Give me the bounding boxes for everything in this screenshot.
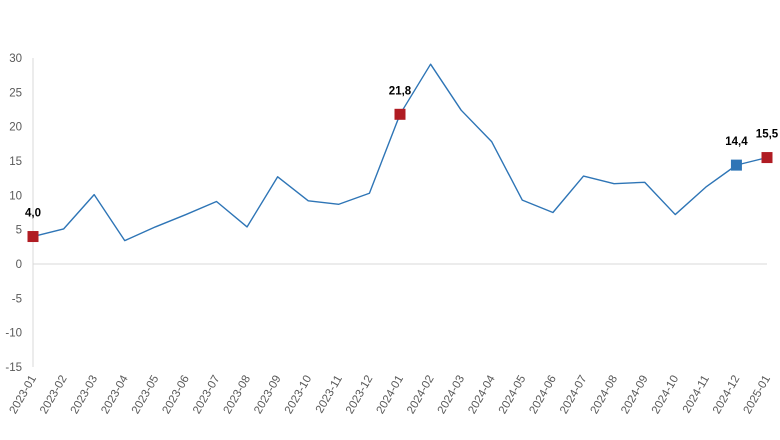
data-label: 4,0: [25, 208, 41, 220]
x-tick-label: 2023-08: [222, 374, 254, 417]
y-tick-label: -5: [12, 293, 22, 305]
y-tick-label: -10: [5, 328, 22, 340]
data-label: 21,8: [389, 85, 412, 97]
x-tick-label: 2023-02: [38, 374, 70, 417]
point-marker: [27, 231, 39, 243]
y-tick-label: 25: [9, 87, 22, 99]
x-tick-label: 2023-12: [344, 374, 376, 417]
x-tick-label: 2024-10: [650, 374, 682, 417]
x-tick-label: 2023-06: [160, 374, 192, 417]
y-tick-label: 0: [16, 259, 22, 271]
x-tick-label: 2023-04: [99, 373, 131, 416]
x-tick-label: 2023-11: [314, 374, 345, 416]
x-tick-label: 2024-12: [711, 374, 743, 417]
x-tick-label: 2023-05: [130, 374, 162, 417]
x-tick-label: 2023-07: [191, 374, 223, 417]
x-tick-label: 2024-05: [497, 374, 529, 417]
x-tick-label: 2024-04: [466, 373, 498, 416]
y-tick-label: -15: [5, 362, 22, 374]
x-tick-label: 2023-09: [252, 374, 284, 417]
y-tick-label: 10: [9, 190, 22, 202]
y-tick-label: 20: [9, 122, 22, 134]
y-tick-label: 15: [9, 156, 22, 168]
y-tick-label: 30: [9, 53, 22, 65]
x-tick-label: 2024-06: [527, 374, 559, 417]
data-label: 15,5: [756, 129, 779, 141]
x-tick-label: 2025-01: [742, 374, 774, 417]
point-marker: [394, 108, 406, 120]
x-tick-label: 2024-02: [405, 374, 437, 417]
point-marker: [761, 152, 773, 164]
x-tick-label: 2024-09: [619, 374, 651, 417]
x-tick-label: 2024-08: [589, 374, 621, 417]
x-tick-label: 2023-01: [8, 374, 40, 417]
point-marker: [730, 159, 742, 171]
x-tick-label: 2023-10: [283, 374, 315, 417]
x-tick-label: 2024-07: [558, 374, 590, 417]
x-tick-label: 2024-11: [681, 374, 712, 416]
x-tick-label: 2023-03: [69, 374, 101, 417]
x-tick-label: 2024-03: [436, 374, 468, 417]
data-label: 14,4: [725, 136, 748, 148]
y-tick-label: 5: [16, 225, 22, 237]
x-tick-label: 2024-01: [375, 374, 407, 417]
